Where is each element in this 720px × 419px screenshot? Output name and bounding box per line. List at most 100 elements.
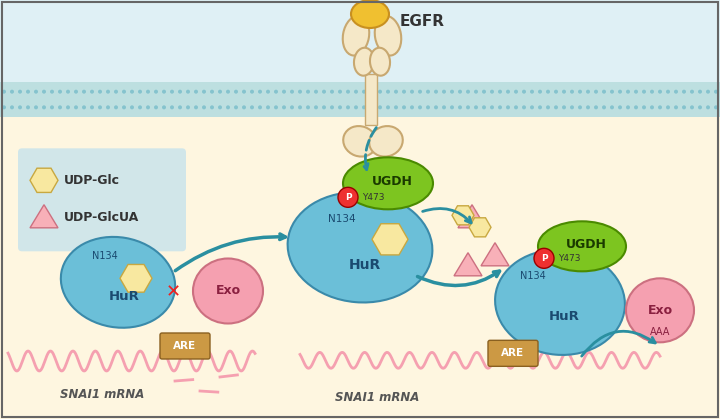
Circle shape [682, 105, 686, 109]
Circle shape [122, 90, 126, 94]
Circle shape [402, 90, 406, 94]
Circle shape [682, 90, 686, 94]
Circle shape [362, 105, 366, 109]
Circle shape [26, 90, 30, 94]
Circle shape [618, 105, 622, 109]
Circle shape [146, 105, 150, 109]
Circle shape [554, 90, 558, 94]
Circle shape [354, 90, 358, 94]
Circle shape [18, 105, 22, 109]
Circle shape [98, 105, 102, 109]
Circle shape [330, 105, 334, 109]
Circle shape [290, 90, 294, 94]
Circle shape [90, 105, 94, 109]
Circle shape [466, 105, 470, 109]
Circle shape [106, 105, 110, 109]
Ellipse shape [287, 192, 433, 303]
Circle shape [306, 105, 310, 109]
Ellipse shape [193, 259, 263, 323]
Circle shape [58, 105, 62, 109]
Circle shape [674, 90, 678, 94]
Circle shape [82, 90, 86, 94]
Bar [365, 74, 377, 125]
Circle shape [570, 90, 574, 94]
Circle shape [66, 90, 70, 94]
Polygon shape [120, 264, 152, 292]
Circle shape [130, 90, 134, 94]
Circle shape [234, 105, 238, 109]
Ellipse shape [343, 157, 433, 210]
Circle shape [338, 90, 342, 94]
Circle shape [306, 90, 310, 94]
Circle shape [394, 90, 398, 94]
Circle shape [242, 90, 246, 94]
Circle shape [154, 105, 158, 109]
Circle shape [394, 105, 398, 109]
Circle shape [498, 90, 502, 94]
FancyBboxPatch shape [18, 148, 186, 251]
Circle shape [18, 90, 22, 94]
Circle shape [226, 105, 230, 109]
Circle shape [58, 90, 62, 94]
Circle shape [546, 90, 550, 94]
Circle shape [74, 105, 78, 109]
Ellipse shape [370, 48, 390, 76]
Circle shape [314, 90, 318, 94]
Text: UDP-GlcUA: UDP-GlcUA [64, 211, 139, 224]
Circle shape [250, 90, 254, 94]
Circle shape [298, 90, 302, 94]
Circle shape [690, 90, 694, 94]
Circle shape [418, 105, 422, 109]
Text: SNAI1 mRNA: SNAI1 mRNA [60, 388, 145, 401]
Circle shape [498, 105, 502, 109]
Circle shape [210, 90, 214, 94]
Polygon shape [30, 168, 58, 192]
Ellipse shape [369, 126, 402, 157]
Text: HuR: HuR [549, 310, 580, 323]
Circle shape [130, 105, 134, 109]
Circle shape [506, 105, 510, 109]
Circle shape [458, 90, 462, 94]
Circle shape [138, 105, 142, 109]
Circle shape [386, 90, 390, 94]
Circle shape [578, 90, 582, 94]
Circle shape [442, 105, 446, 109]
Circle shape [674, 105, 678, 109]
Circle shape [458, 105, 462, 109]
Circle shape [2, 105, 6, 109]
Circle shape [490, 105, 494, 109]
Circle shape [210, 105, 214, 109]
Circle shape [42, 90, 46, 94]
Circle shape [426, 105, 430, 109]
Ellipse shape [343, 126, 377, 157]
Circle shape [570, 105, 574, 109]
Circle shape [290, 105, 294, 109]
Circle shape [114, 90, 118, 94]
Circle shape [482, 105, 486, 109]
Polygon shape [481, 243, 509, 266]
Circle shape [554, 105, 558, 109]
Circle shape [10, 105, 14, 109]
Circle shape [338, 187, 358, 207]
Circle shape [354, 105, 358, 109]
Circle shape [586, 105, 590, 109]
Circle shape [186, 90, 190, 94]
Circle shape [634, 90, 638, 94]
Circle shape [314, 105, 318, 109]
Text: UDP-Glc: UDP-Glc [64, 174, 120, 187]
Circle shape [42, 105, 46, 109]
Circle shape [202, 105, 206, 109]
Circle shape [698, 90, 702, 94]
Circle shape [322, 90, 326, 94]
Text: ARE: ARE [501, 348, 525, 358]
Circle shape [146, 90, 150, 94]
Circle shape [450, 90, 454, 94]
Circle shape [162, 105, 166, 109]
Circle shape [506, 90, 510, 94]
Text: P: P [345, 193, 351, 202]
Circle shape [522, 105, 526, 109]
Text: Exo: Exo [647, 304, 672, 317]
Circle shape [282, 90, 286, 94]
Circle shape [586, 90, 590, 94]
Circle shape [514, 90, 518, 94]
